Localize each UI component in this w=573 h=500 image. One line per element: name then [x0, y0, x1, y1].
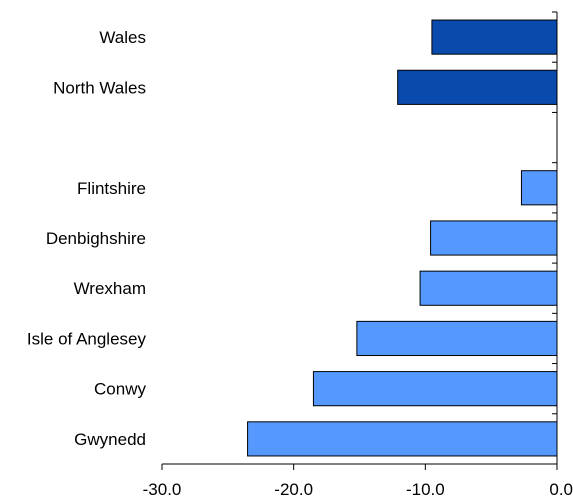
bar-gwynedd: [247, 421, 558, 457]
category-label-isle-of-anglesey: Isle of Anglesey: [27, 329, 147, 348]
bar-wrexham: [419, 270, 558, 306]
category-label-wrexham: Wrexham: [74, 279, 146, 298]
bar-north-wales: [397, 69, 558, 105]
category-label-flintshire: Flintshire: [77, 179, 146, 198]
x-tick-label: -20.0: [274, 480, 313, 499]
category-label-denbighshire: Denbighshire: [46, 229, 146, 248]
bar-flintshire: [520, 170, 558, 206]
axes-group: -30.0 -20.0 -10.0 0.0: [143, 11, 573, 499]
bars-group: [247, 19, 558, 457]
bar-isle-of-anglesey: [356, 320, 558, 357]
category-label-conwy: Conwy: [94, 380, 146, 399]
x-tick-label: -30.0: [143, 480, 182, 499]
bar-conwy: [312, 371, 558, 407]
category-label-wales: Wales: [99, 28, 146, 47]
x-tick-label: 0.0: [549, 480, 573, 499]
category-labels: Wales North Wales Flintshire Denbighshire Wr…: [27, 28, 147, 449]
x-tick-label: -10.0: [406, 480, 445, 499]
category-label-gwynedd: Gwynedd: [74, 430, 146, 449]
bar-denbighshire: [430, 220, 558, 256]
category-label-north-wales: North Wales: [53, 78, 146, 97]
bar-wales: [431, 19, 558, 55]
